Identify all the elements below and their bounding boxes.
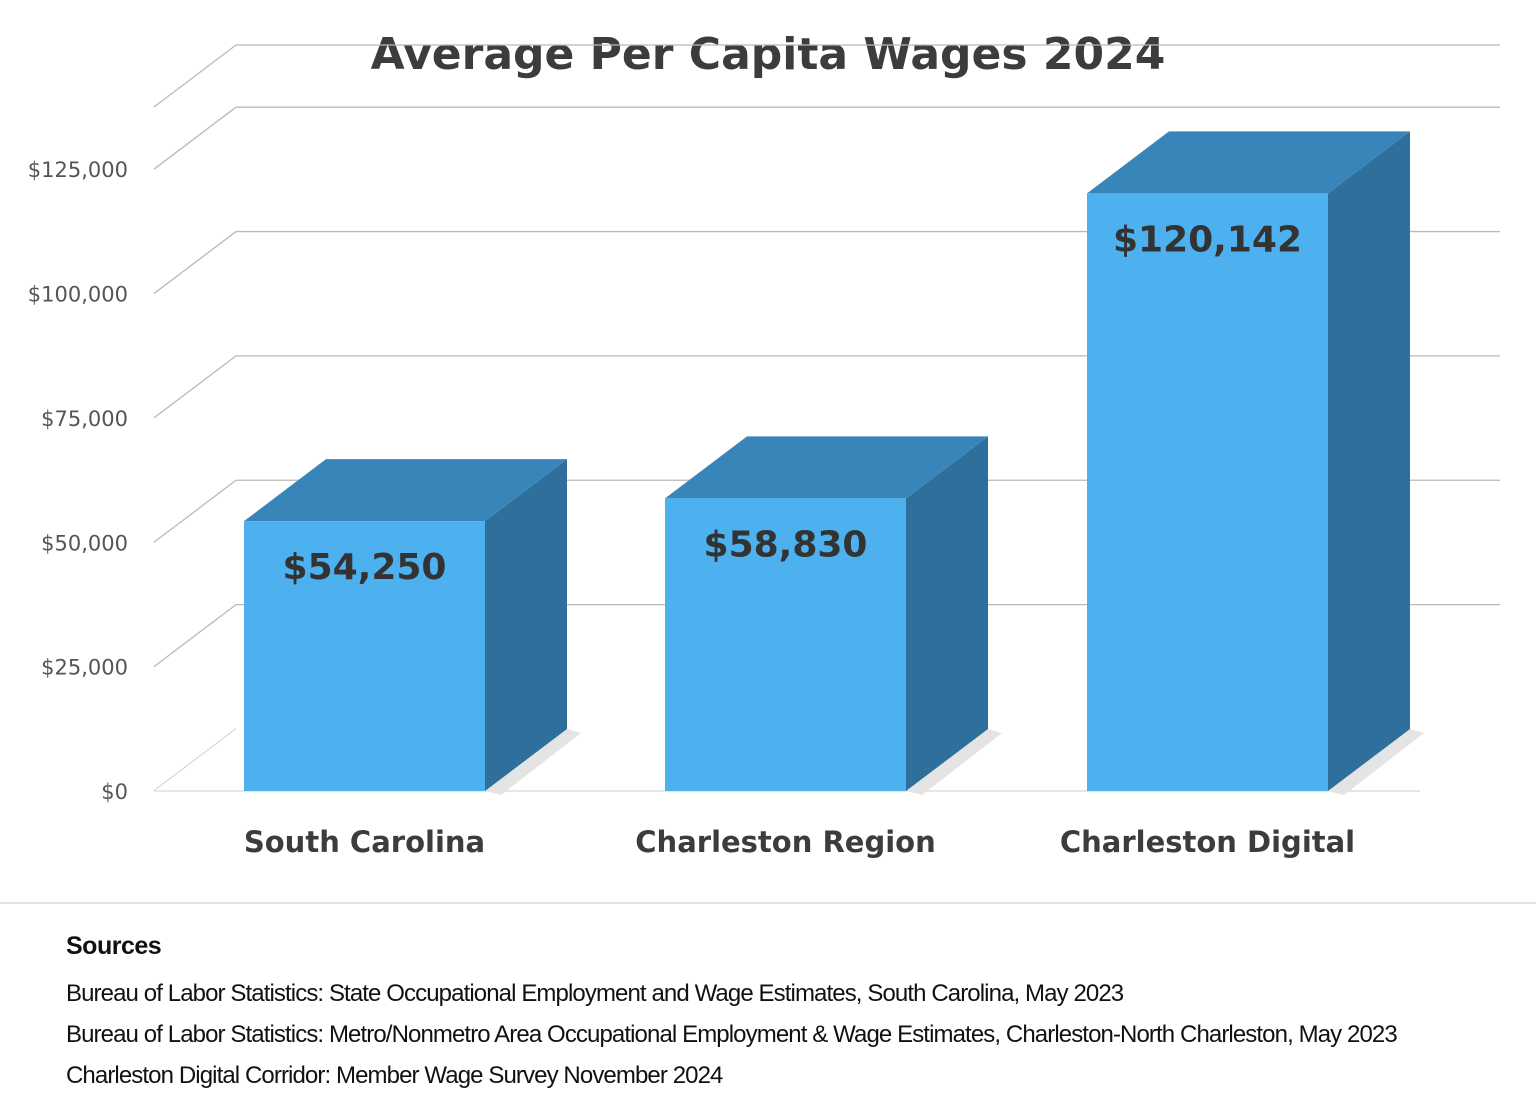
gridline-side [153, 44, 237, 108]
bar [665, 498, 906, 791]
bar-chart: Average Per Capita Wages 2024 $0$25,000$… [28, 29, 1500, 859]
data-label: $54,250 [283, 547, 447, 588]
gridline-side [153, 479, 237, 543]
gridline-side [153, 604, 237, 668]
bar [1087, 193, 1328, 792]
data-label: $120,142 [1113, 219, 1302, 260]
y-axis: $0 $25,000 $50,000 $75,000 $100,000 $125,000 [28, 158, 128, 804]
source-line: Bureau of Labor Statistics: State Occupa… [66, 980, 1124, 1007]
sources-section: Sources Bureau of Labor Statistics: Stat… [66, 932, 1506, 1096]
gridline-side [153, 355, 237, 419]
bar-top [244, 459, 567, 522]
bar-shadow [1328, 729, 1424, 795]
divider [0, 902, 1536, 904]
x-axis: South Carolina Charleston Region Charlesto… [244, 825, 1355, 859]
x-tick-label: South Carolina [244, 825, 485, 859]
bar-side [906, 436, 988, 791]
gridline-side [153, 106, 237, 170]
bar-top [665, 436, 988, 499]
y-tick-label: $100,000 [28, 283, 128, 307]
bar-side [1328, 131, 1410, 792]
chart-title: Average Per Capita Wages 2024 [371, 29, 1166, 80]
chart-bars: $54,250 $58,830 $120,142 [244, 131, 1424, 795]
bar-side [485, 459, 567, 791]
y-tick-label: $25,000 [41, 656, 128, 680]
x-tick-label: Charleston Region [635, 825, 935, 859]
bar-top [1087, 131, 1410, 194]
bar-shadow [906, 729, 1002, 795]
data-label: $58,830 [704, 524, 868, 565]
bar [244, 521, 485, 791]
source-line: Charleston Digital Corridor: Member Wage… [66, 1062, 723, 1089]
sources-heading: Sources [66, 932, 162, 960]
y-tick-label: $50,000 [41, 531, 128, 555]
bar-shadow [485, 729, 581, 795]
source-line: Bureau of Labor Statistics: Metro/Nonmet… [66, 1021, 1398, 1048]
y-tick-label: $75,000 [41, 407, 128, 431]
y-tick-label: $0 [101, 780, 128, 804]
gridline-side [153, 231, 237, 295]
x-tick-label: Charleston Digital [1060, 825, 1355, 859]
y-tick-label: $125,000 [28, 158, 128, 182]
